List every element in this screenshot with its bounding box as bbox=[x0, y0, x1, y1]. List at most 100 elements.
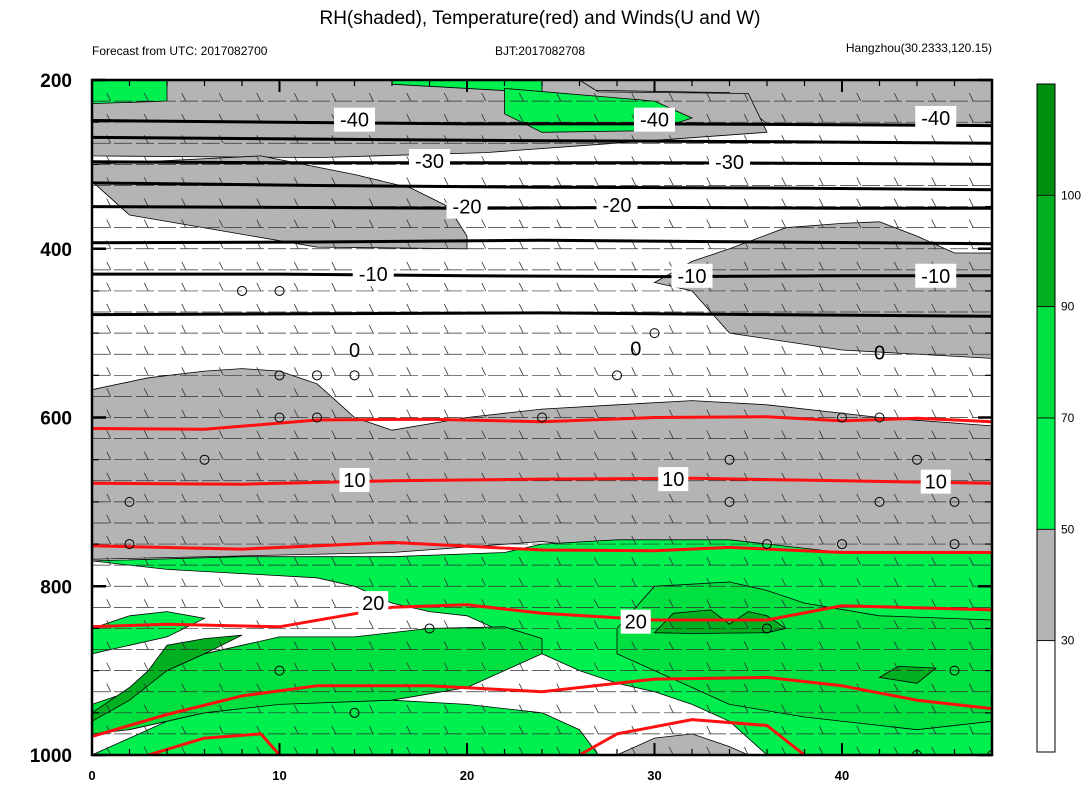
wind-barb bbox=[968, 219, 974, 228]
wind-barb bbox=[331, 177, 337, 186]
colorbar-bin bbox=[1036, 640, 1056, 753]
contour-label: -40 bbox=[340, 110, 369, 132]
wind-barb bbox=[781, 578, 787, 587]
wind-barb bbox=[556, 704, 562, 713]
wind-barb bbox=[893, 198, 899, 207]
wind-barb bbox=[593, 662, 599, 671]
wind-barb bbox=[706, 620, 712, 629]
wind-barb bbox=[368, 514, 374, 524]
wind-barb bbox=[631, 346, 637, 355]
wind-barb bbox=[893, 704, 899, 713]
wind-barb bbox=[181, 282, 187, 292]
wind-barb bbox=[931, 535, 937, 545]
wind-barb bbox=[968, 282, 974, 292]
wind-barb bbox=[593, 114, 599, 123]
wind-barb bbox=[443, 409, 449, 418]
wind-barb bbox=[931, 451, 937, 460]
wind-barb bbox=[631, 388, 637, 397]
wind-barb bbox=[856, 493, 862, 503]
wind-barb bbox=[781, 324, 787, 334]
wind-barb bbox=[181, 472, 187, 481]
wind-barb bbox=[331, 198, 337, 207]
wind-barb bbox=[256, 219, 262, 228]
wind-barb bbox=[931, 578, 937, 587]
wind-barb bbox=[218, 219, 224, 228]
wind-barb bbox=[856, 346, 862, 355]
wind-barb bbox=[481, 556, 487, 566]
wind-barb bbox=[106, 641, 112, 650]
contour-label-box bbox=[358, 591, 389, 616]
wind-barb bbox=[668, 451, 674, 460]
wind-barb bbox=[818, 683, 824, 692]
wind-barb bbox=[106, 662, 112, 671]
wind-barb bbox=[143, 409, 149, 418]
wind-barb bbox=[481, 261, 487, 271]
wind-barb bbox=[256, 388, 262, 397]
wind-barb bbox=[818, 514, 824, 524]
wind-barb bbox=[331, 556, 337, 566]
wind-barb bbox=[593, 388, 599, 397]
contour-label-box bbox=[596, 192, 638, 217]
temperature-contour-7 bbox=[92, 311, 992, 318]
vertical-motion-circle bbox=[312, 412, 322, 423]
wind-barb bbox=[331, 367, 337, 376]
wind-barb bbox=[406, 662, 412, 671]
location-subtitle: Hangzhou(30.2333,120.15) bbox=[846, 41, 992, 55]
vertical-motion-circle bbox=[874, 496, 885, 507]
wind-barb bbox=[518, 704, 524, 713]
wind-barb bbox=[518, 282, 524, 292]
wind-barb bbox=[668, 683, 674, 692]
wind-barb bbox=[181, 198, 187, 207]
temperature-contour-13 bbox=[92, 603, 992, 629]
vertical-motion-circle bbox=[349, 707, 360, 718]
wind-barb bbox=[931, 430, 937, 439]
contour-label: -20 bbox=[603, 195, 632, 217]
wind-barb bbox=[631, 578, 637, 587]
wind-barb bbox=[368, 409, 374, 418]
wind-barb bbox=[706, 367, 712, 376]
wind-barb bbox=[218, 388, 224, 397]
wind-barb bbox=[518, 430, 524, 439]
wind-barb bbox=[406, 261, 412, 271]
wind-barb bbox=[556, 367, 562, 376]
wind-barb bbox=[406, 704, 412, 713]
wind-barb bbox=[743, 282, 749, 292]
wind-barb bbox=[181, 388, 187, 397]
wind-barb bbox=[743, 662, 749, 671]
wind-barb bbox=[706, 578, 712, 587]
wind-barb bbox=[143, 535, 149, 545]
wind-barb bbox=[481, 92, 487, 102]
colorbar-bin bbox=[1036, 83, 1056, 196]
wind-barb bbox=[743, 367, 749, 376]
wind-barb bbox=[818, 662, 824, 671]
wind-barb bbox=[893, 641, 899, 650]
wind-barb bbox=[368, 367, 374, 376]
wind-barb bbox=[293, 535, 299, 545]
wind-barb bbox=[593, 641, 599, 650]
wind-barb bbox=[856, 746, 862, 755]
wind-barb bbox=[968, 324, 974, 334]
wind-barb bbox=[106, 683, 112, 692]
wind-barb bbox=[706, 177, 712, 186]
wind-barb bbox=[856, 177, 862, 186]
wind-barb bbox=[218, 261, 224, 271]
wind-barb bbox=[893, 324, 899, 334]
wind-barb bbox=[368, 704, 374, 713]
wind-barb bbox=[218, 746, 224, 755]
wind-barb bbox=[106, 578, 112, 587]
wind-barb bbox=[106, 430, 112, 439]
wind-barb bbox=[668, 662, 674, 671]
x-tick-label: 30 bbox=[647, 768, 661, 783]
wind-barb bbox=[631, 409, 637, 418]
wind-barb bbox=[218, 578, 224, 587]
wind-barb bbox=[631, 261, 637, 271]
wind-barb bbox=[331, 662, 337, 671]
wind-barb bbox=[181, 725, 187, 735]
wind-barb bbox=[968, 683, 974, 692]
wind-barb bbox=[331, 620, 337, 629]
wind-barb bbox=[443, 578, 449, 587]
wind-barb bbox=[668, 92, 674, 102]
temperature-contour-15 bbox=[147, 732, 281, 755]
wind-barb bbox=[256, 578, 262, 587]
